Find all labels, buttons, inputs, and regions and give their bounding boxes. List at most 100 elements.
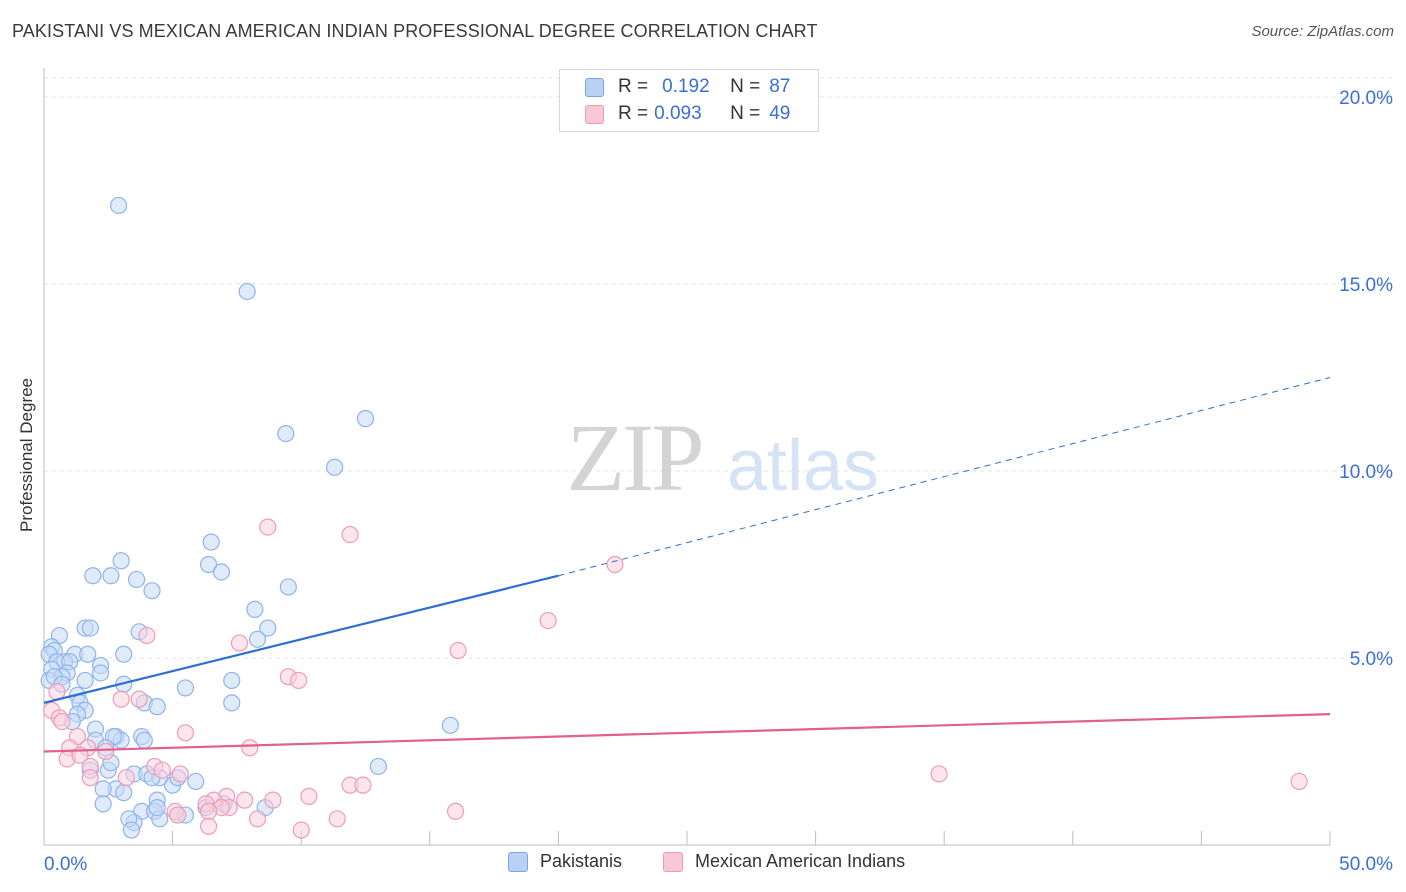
pakistanis-point	[109, 196, 128, 215]
pakistanis-point	[122, 821, 141, 839]
n-value: 49	[769, 103, 791, 124]
n-value: 87	[769, 76, 791, 97]
y-axis-label: Professional Degree	[17, 377, 36, 533]
n-key: N =	[730, 76, 761, 97]
mexican-american-indians-point	[449, 641, 467, 660]
r-key: R =	[618, 103, 649, 124]
mexican-american-indians-point	[354, 776, 372, 794]
mexican-american-indians-point	[230, 634, 249, 652]
watermark-atlas: atlas	[727, 426, 879, 506]
mexican-american-indians-point	[117, 769, 135, 787]
pakistanis-point	[200, 555, 218, 574]
mexican-american-indians-point	[328, 810, 346, 828]
pakistanis-point	[143, 582, 161, 600]
pakistanis-point	[115, 784, 133, 802]
mexican-american-indians-point	[130, 690, 148, 708]
r-value: 0.093	[654, 103, 702, 124]
mexican-american-indians-point	[300, 787, 318, 805]
pakistanis-point	[115, 645, 133, 663]
chart-title: PAKISTANI VS MEXICAN AMERICAN INDIAN PRO…	[12, 21, 818, 41]
mexican-american-indians-point	[176, 724, 195, 742]
stats-row-pakistanis: R = 0.192 N = 87	[585, 75, 790, 99]
mexican-american-indians-point	[290, 671, 308, 690]
pakistanis-point	[223, 694, 241, 712]
mexican-american-indians-point	[53, 712, 71, 731]
pakistanis-legend-swatch	[508, 851, 528, 872]
mexican-american-indians-point	[81, 769, 99, 787]
pakistanis-point	[259, 619, 277, 637]
pakistanis-point	[441, 716, 459, 734]
y-tick-label: 15.0%	[1339, 275, 1393, 296]
mexican-american-indians-trendline	[43, 713, 1331, 753]
x-tick-label: 50.0%	[1339, 854, 1393, 875]
pakistanis-point	[79, 645, 97, 663]
pakistanis-point	[246, 600, 264, 618]
n-key: N =	[730, 103, 761, 124]
mexican-american-indians-point	[606, 555, 624, 574]
pakistanis-point	[148, 698, 166, 716]
pakistanis-point	[176, 679, 195, 697]
data-points	[40, 196, 1308, 839]
watermark: ZIP atlas	[567, 404, 880, 511]
pakistanis-point	[326, 458, 344, 476]
mexican-american-indians-point	[153, 761, 171, 779]
pakistanis-point	[223, 671, 241, 690]
mexican-american-indians-point	[200, 802, 218, 820]
pakistanis-point	[187, 772, 205, 791]
mexican-american-indians-point	[930, 765, 948, 783]
mexican-american-indians-point	[138, 626, 156, 645]
y-tick-label: 10.0%	[1339, 462, 1393, 483]
pakistanis-point	[84, 567, 102, 585]
pakistanis-point	[76, 671, 94, 690]
pakistanis-point	[369, 757, 387, 776]
mexican-american-indians-point	[259, 518, 277, 536]
legend-item-pakistanis[interactable]: Pakistanis	[508, 851, 622, 872]
trendlines	[43, 377, 1331, 753]
pakistanis-point	[238, 282, 256, 301]
mexican-american-indians-point	[446, 802, 465, 820]
tick-labels: 5.0% 10.0% 15.0% 20.0% 0.0% 50.0%	[44, 88, 1393, 875]
mexican-american-indians-point	[236, 791, 254, 809]
pakistanis-point	[112, 552, 130, 570]
mexican-american-indians-point	[112, 690, 130, 708]
y-tick-label: 5.0%	[1350, 649, 1393, 670]
mexican-american-indians-legend-swatch	[663, 851, 683, 872]
mexican-american-indians-point	[171, 765, 189, 783]
x-tick-label: 0.0%	[44, 854, 87, 875]
mexican-american-indians-point	[97, 742, 115, 761]
pakistanis-point	[135, 731, 153, 749]
pakistanis-trendline	[43, 574, 559, 704]
legend-item-mexican-american-indians[interactable]: Mexican American Indians	[663, 851, 905, 872]
pakistanis-swatch	[585, 77, 604, 97]
pakistanis-point	[91, 664, 110, 682]
r-key: R =	[618, 76, 649, 97]
pakistanis-point	[102, 567, 120, 585]
pakistanis-trendline-extension	[558, 377, 1331, 577]
stats-row-mexican-american-indians: R = 0.093 N = 49	[585, 102, 790, 126]
mexican-american-indians-point	[341, 525, 359, 544]
pakistanis-point	[94, 780, 112, 798]
series-legend: Pakistanis Mexican American Indians	[0, 851, 1406, 879]
mexican-american-indians-point	[539, 611, 557, 630]
source-credit: Source: ZipAtlas.com	[1251, 23, 1394, 40]
r-value: 0.192	[662, 76, 710, 97]
mexican-american-indians-point	[248, 810, 267, 828]
gridlines	[44, 77, 1392, 659]
pakistanis-point	[94, 795, 112, 813]
stats-legend: R = 0.192 N = 87 R = 0.093 N = 49	[559, 69, 819, 132]
mexican-american-indians-point	[200, 817, 218, 835]
pakistanis-point	[148, 798, 166, 817]
mexican-american-indians-point	[1290, 772, 1308, 791]
mexican-american-indians-point	[169, 806, 187, 824]
pakistanis-point	[248, 630, 267, 648]
mexican-american-indians-point	[264, 791, 282, 809]
legend-label: Mexican American Indians	[695, 851, 906, 871]
mexican-american-indians-point	[292, 821, 310, 839]
pakistanis-point	[212, 563, 231, 581]
pakistanis-point	[81, 619, 99, 637]
mexican-american-indians-point	[241, 739, 259, 757]
y-tick-label: 20.0%	[1339, 88, 1393, 109]
pakistanis-point	[127, 570, 146, 589]
watermark-zip: ZIP	[567, 404, 702, 511]
pakistanis-point	[356, 410, 375, 428]
